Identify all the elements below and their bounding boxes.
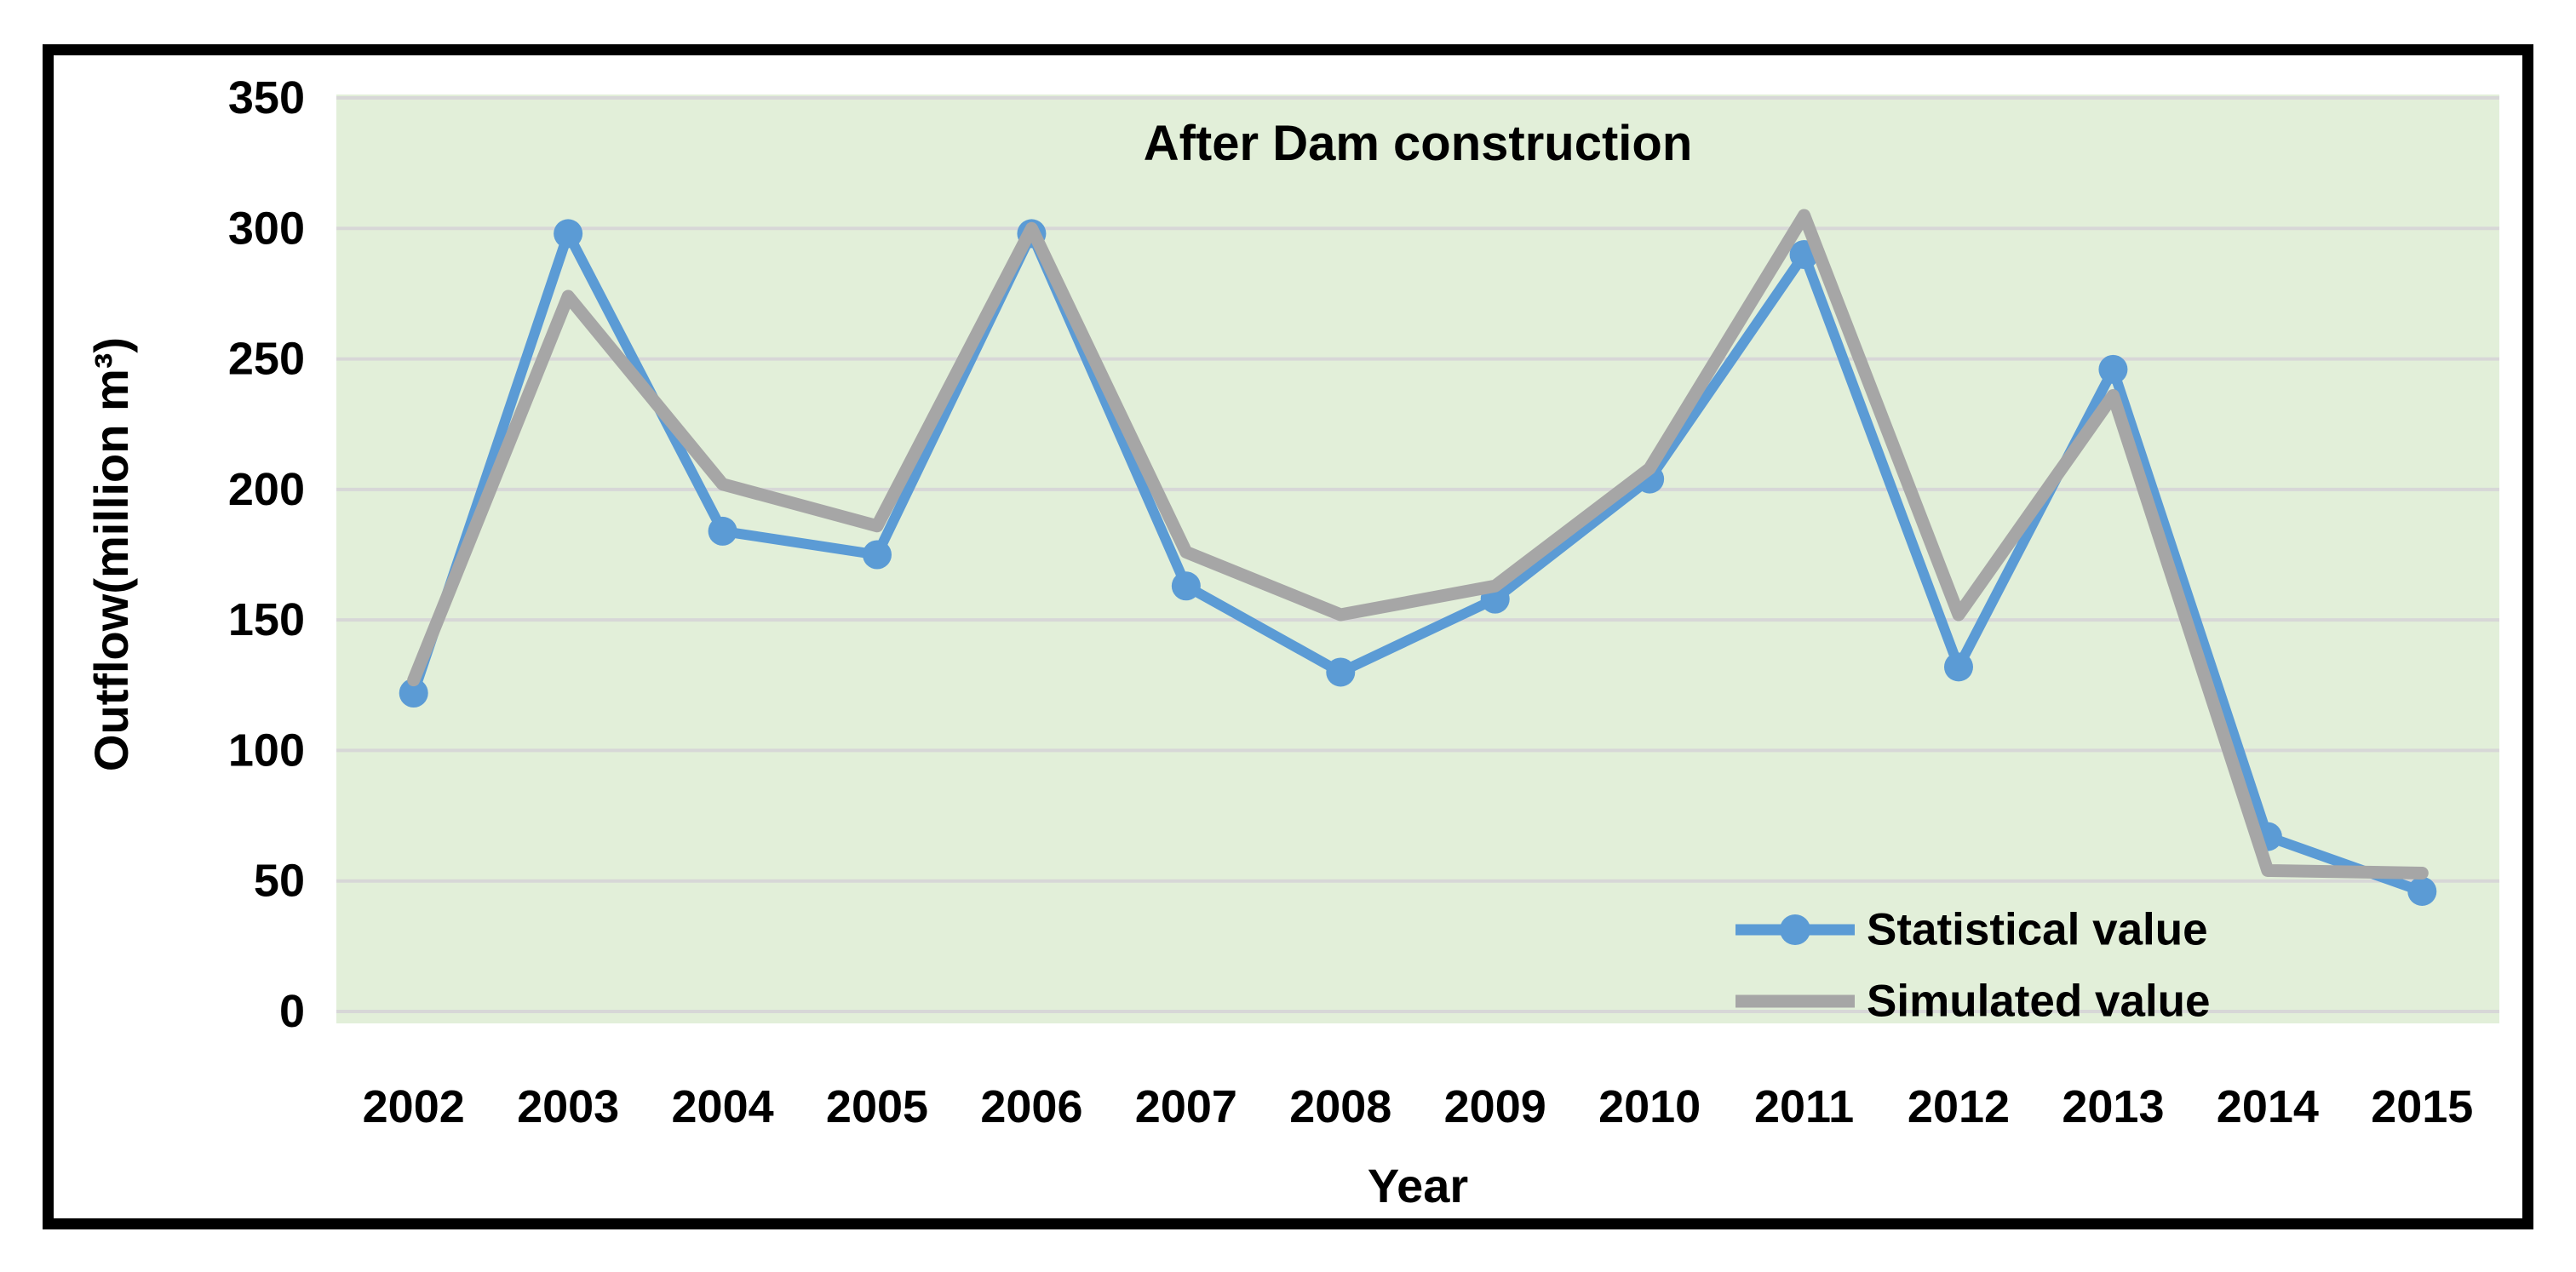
legend-marker-statistical — [1780, 914, 1810, 945]
x-tick-label: 2003 — [517, 1081, 619, 1132]
x-tick-label: 2010 — [1598, 1081, 1701, 1132]
x-axis-title: Year — [1368, 1159, 1468, 1212]
x-tick-label: 2006 — [980, 1081, 1082, 1132]
x-tick-label: 2008 — [1289, 1081, 1391, 1132]
y-tick-label: 350 — [228, 72, 305, 123]
y-tick-label: 150 — [228, 594, 305, 645]
data-point-marker — [708, 516, 737, 546]
data-point-marker — [1326, 657, 1356, 687]
y-tick-label: 200 — [228, 464, 305, 515]
data-point-marker — [1171, 571, 1201, 601]
x-tick-label: 2015 — [2371, 1081, 2473, 1132]
y-tick-label: 300 — [228, 203, 305, 254]
x-tick-label: 2009 — [1444, 1081, 1546, 1132]
x-tick-label: 2004 — [672, 1081, 774, 1132]
data-point-marker — [2407, 876, 2437, 906]
series-line-statistical — [408, 228, 2428, 897]
legend: Statistical value Simulated value — [1867, 905, 2211, 1027]
x-tick-label: 2012 — [1908, 1081, 2010, 1132]
x-tick-label: 2005 — [826, 1081, 928, 1132]
plot-background — [336, 95, 2499, 1023]
x-tick-label: 2014 — [2217, 1081, 2319, 1132]
x-tick-label: 2007 — [1135, 1081, 1237, 1132]
y-axis-title: Outflow(million m³) — [84, 337, 138, 771]
y-tick-label: 250 — [228, 334, 305, 385]
data-point-marker — [1944, 652, 1973, 682]
legend-label-statistical: Statistical value — [1867, 905, 2208, 955]
data-point-marker — [399, 678, 428, 708]
x-tick-label: 2011 — [1754, 1081, 1854, 1132]
x-tick-label: 2002 — [363, 1081, 465, 1132]
y-tick-label: 50 — [254, 856, 305, 907]
y-tick-label: 0 — [279, 986, 305, 1037]
x-tick-label: 2013 — [2062, 1081, 2164, 1132]
data-point-marker — [863, 540, 892, 570]
y-tick-label: 100 — [228, 725, 305, 776]
data-point-marker — [2098, 354, 2128, 384]
series-line-simulated — [407, 209, 2429, 880]
chart-title: After Dam construction — [1144, 116, 1693, 171]
data-point-marker — [554, 219, 583, 249]
legend-label-simulated: Simulated value — [1867, 977, 2211, 1027]
